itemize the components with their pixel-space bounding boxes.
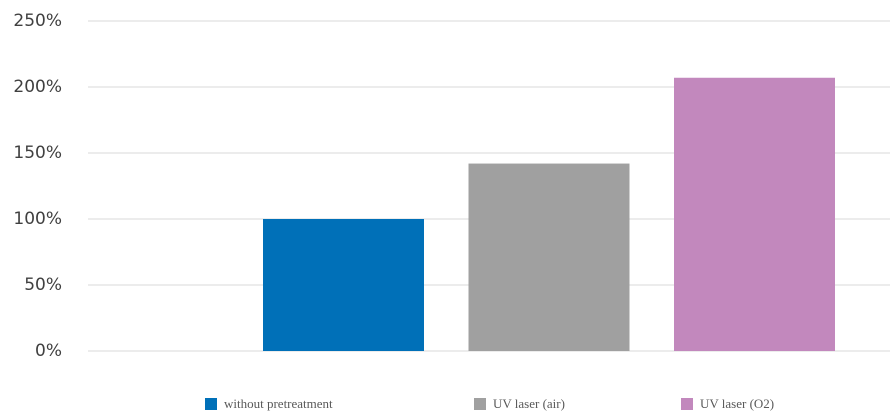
- legend-swatch: [205, 398, 217, 410]
- y-tick-label: 50%: [24, 275, 62, 295]
- bar: [468, 163, 630, 351]
- legend-swatch: [474, 398, 486, 410]
- y-tick-label: 200%: [13, 77, 62, 97]
- bar: [263, 219, 424, 351]
- y-tick-label: 250%: [13, 11, 62, 31]
- bar: [674, 77, 835, 351]
- y-tick-label: 150%: [13, 143, 62, 163]
- legend-label: UV laser (air): [493, 396, 565, 411]
- legend-label: without pretreatment: [224, 396, 333, 411]
- legend-label: UV laser (O2): [700, 396, 774, 411]
- y-tick-label: 100%: [13, 209, 62, 229]
- y-tick-label: 0%: [35, 341, 62, 361]
- legend-swatch: [681, 398, 693, 410]
